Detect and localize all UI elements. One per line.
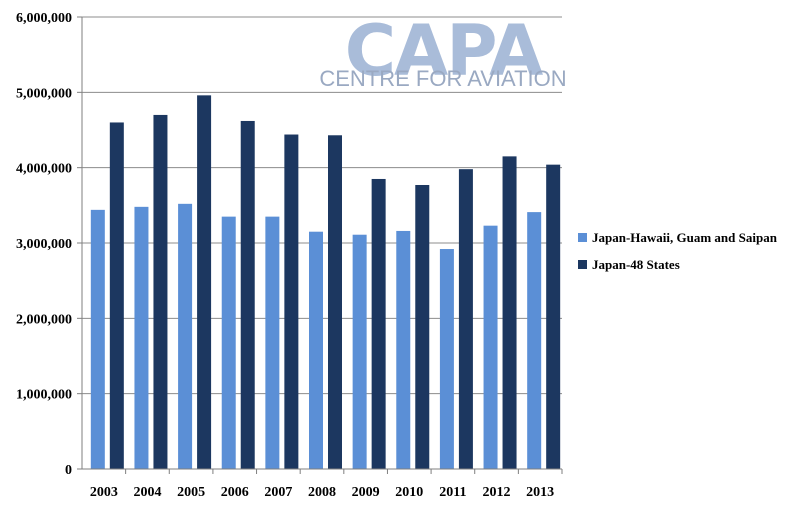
bar-hawaii-guam-saipan-2007	[265, 216, 280, 469]
x-tick-label: 2003	[90, 485, 118, 500]
bar-us-48-states-2008	[328, 135, 342, 470]
bar-us-48-states-2005	[197, 95, 212, 469]
y-tick-label: 3,000,000	[16, 237, 72, 252]
x-tick-label: 2010	[395, 485, 423, 500]
y-tick-label: 0	[65, 463, 72, 478]
bar-hawaii-guam-saipan-2008	[309, 231, 323, 469]
legend-label: Japan-48 States	[592, 257, 680, 272]
bar-us-48-states-2003	[109, 122, 124, 469]
capa-logo: CAPA CENTRE FOR AVIATION	[319, 10, 566, 92]
bar-us-48-states-2004	[153, 114, 168, 469]
bar-us-48-states-2007	[284, 134, 299, 469]
capa-logo-subtitle: CENTRE FOR AVIATION	[319, 66, 566, 91]
legend: Japan-Hawaii, Guam and Saipan Japan-48 St…	[578, 230, 778, 272]
legend-label: Japan-Hawaii, Guam and Saipan	[592, 230, 778, 245]
bar-hawaii-guam-saipan-2013	[527, 212, 542, 469]
y-tick-label: 6,000,000	[16, 11, 72, 26]
bar-hawaii-guam-saipan-2012	[483, 225, 498, 469]
x-tick-label: 2005	[177, 485, 205, 500]
legend-swatch	[578, 260, 587, 269]
capa-logo-main: CAPA	[345, 10, 543, 92]
bar-hawaii-guam-saipan-2005	[178, 203, 193, 469]
axes	[77, 16, 563, 474]
y-tick-label: 4,000,000	[16, 162, 72, 177]
y-tick-labels: 0 1,000,000 2,000,000 3,000,000 4,000,000 5,0…	[16, 11, 72, 478]
y-tick-label: 5,000,000	[16, 86, 72, 101]
bar-hawaii-guam-saipan-2011	[439, 249, 454, 469]
x-tick-label: 2013	[526, 485, 554, 500]
bar-us-48-states-2010	[415, 184, 430, 469]
bar-hawaii-guam-saipan-2006	[221, 216, 236, 469]
bar-us-48-states-2012	[502, 156, 517, 469]
bar-hawaii-guam-saipan-2009	[352, 234, 367, 469]
x-tick-label: 2004	[133, 485, 161, 500]
x-tick-label: 2008	[308, 485, 336, 500]
bar-hawaii-guam-saipan-2004	[134, 206, 149, 469]
x-tick-label: 2009	[352, 485, 380, 500]
bar-us-48-states-2011	[458, 169, 473, 469]
bars	[90, 95, 561, 470]
bar-us-48-states-2009	[371, 178, 386, 469]
x-tick-labels: 2003 2004 2005 2006 2007 2008 2009 2010 2011 2012…	[90, 485, 554, 500]
y-tick-label: 1,000,000	[16, 388, 72, 403]
y-tick-label: 2,000,000	[16, 312, 72, 327]
x-tick-label: 2007	[264, 485, 292, 500]
bar-us-48-states-2013	[546, 164, 561, 470]
bar-us-48-states-2006	[240, 120, 255, 470]
bar-hawaii-guam-saipan-2010	[396, 230, 411, 469]
bar-hawaii-guam-saipan-2003	[90, 209, 105, 469]
x-tick-label: 2011	[439, 485, 466, 500]
x-tick-label: 2012	[483, 485, 511, 500]
x-tick-label: 2006	[221, 485, 249, 500]
legend-swatch	[578, 233, 587, 242]
